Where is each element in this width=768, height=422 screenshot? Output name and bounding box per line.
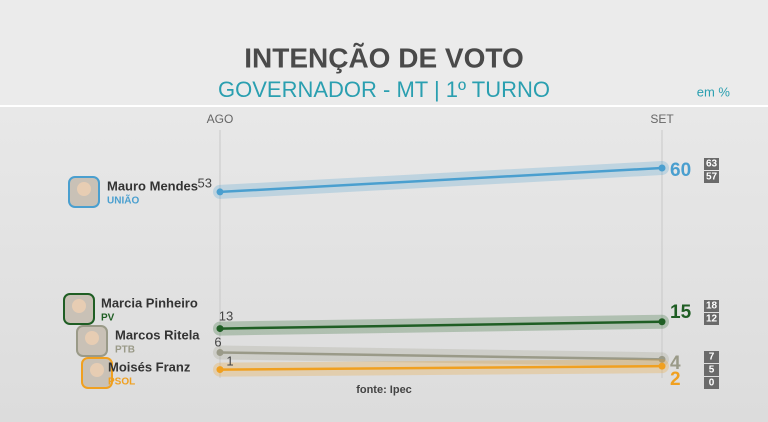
- series-line: [219, 166, 663, 194]
- party-label: PV: [101, 313, 115, 324]
- value-label: 53: [198, 175, 212, 190]
- value-label: 6: [214, 334, 221, 349]
- x-tick-label: AGO: [207, 112, 234, 126]
- ci-label: 5: [709, 365, 715, 376]
- value-label: 60: [670, 160, 691, 181]
- ci-box: [704, 313, 719, 325]
- ci-label: 0: [709, 378, 715, 389]
- point: [216, 188, 224, 196]
- avatar-face: [85, 331, 99, 345]
- ci-label: 7: [709, 352, 715, 363]
- party-label: UNIÃO: [107, 194, 139, 207]
- value-label: 2: [670, 369, 681, 390]
- ci-label: 63: [706, 159, 718, 170]
- chart-subtitle: GOVERNADOR - MT | 1º TURNO: [218, 77, 550, 102]
- ci-box: [704, 351, 719, 363]
- avatar-face: [72, 299, 86, 313]
- ci-box: [704, 364, 719, 376]
- ci-box: [704, 171, 719, 183]
- unit-note: em %: [697, 84, 731, 99]
- ci-box: [704, 158, 719, 170]
- candidate-name: Mauro Mendes: [107, 178, 198, 193]
- value-label: 4: [670, 353, 681, 374]
- point: [658, 318, 666, 326]
- ci-label: 18: [706, 301, 718, 312]
- ci-box: [704, 300, 719, 312]
- value-label: 15: [670, 302, 692, 323]
- ci-box: [704, 377, 719, 389]
- candidate-name: Moisés Franz: [108, 359, 191, 374]
- value-label: 13: [219, 308, 233, 323]
- x-tick-label: SET: [650, 112, 674, 126]
- party-label: PTB: [115, 345, 135, 356]
- ci-label: 12: [706, 314, 718, 325]
- chart-title: INTENÇÃO DE VOTO: [244, 42, 524, 73]
- value-label: 1: [226, 353, 233, 368]
- point: [216, 325, 224, 333]
- source: fonte: Ipec: [356, 384, 412, 396]
- avatar-face: [90, 363, 104, 377]
- candidate-name: Marcia Pinheiro: [101, 295, 198, 310]
- party-label: PSOL: [108, 377, 135, 388]
- series-line: [219, 351, 663, 361]
- ci-label: 57: [706, 172, 718, 183]
- avatar-face: [77, 182, 91, 196]
- header-band: [0, 0, 768, 105]
- point: [658, 164, 666, 172]
- series-line: [219, 320, 663, 330]
- candidate-name: Marcos Ritela: [115, 327, 200, 342]
- series-line: [219, 364, 663, 371]
- point: [216, 349, 224, 356]
- point: [658, 362, 666, 370]
- point: [658, 355, 666, 363]
- point: [216, 366, 224, 374]
